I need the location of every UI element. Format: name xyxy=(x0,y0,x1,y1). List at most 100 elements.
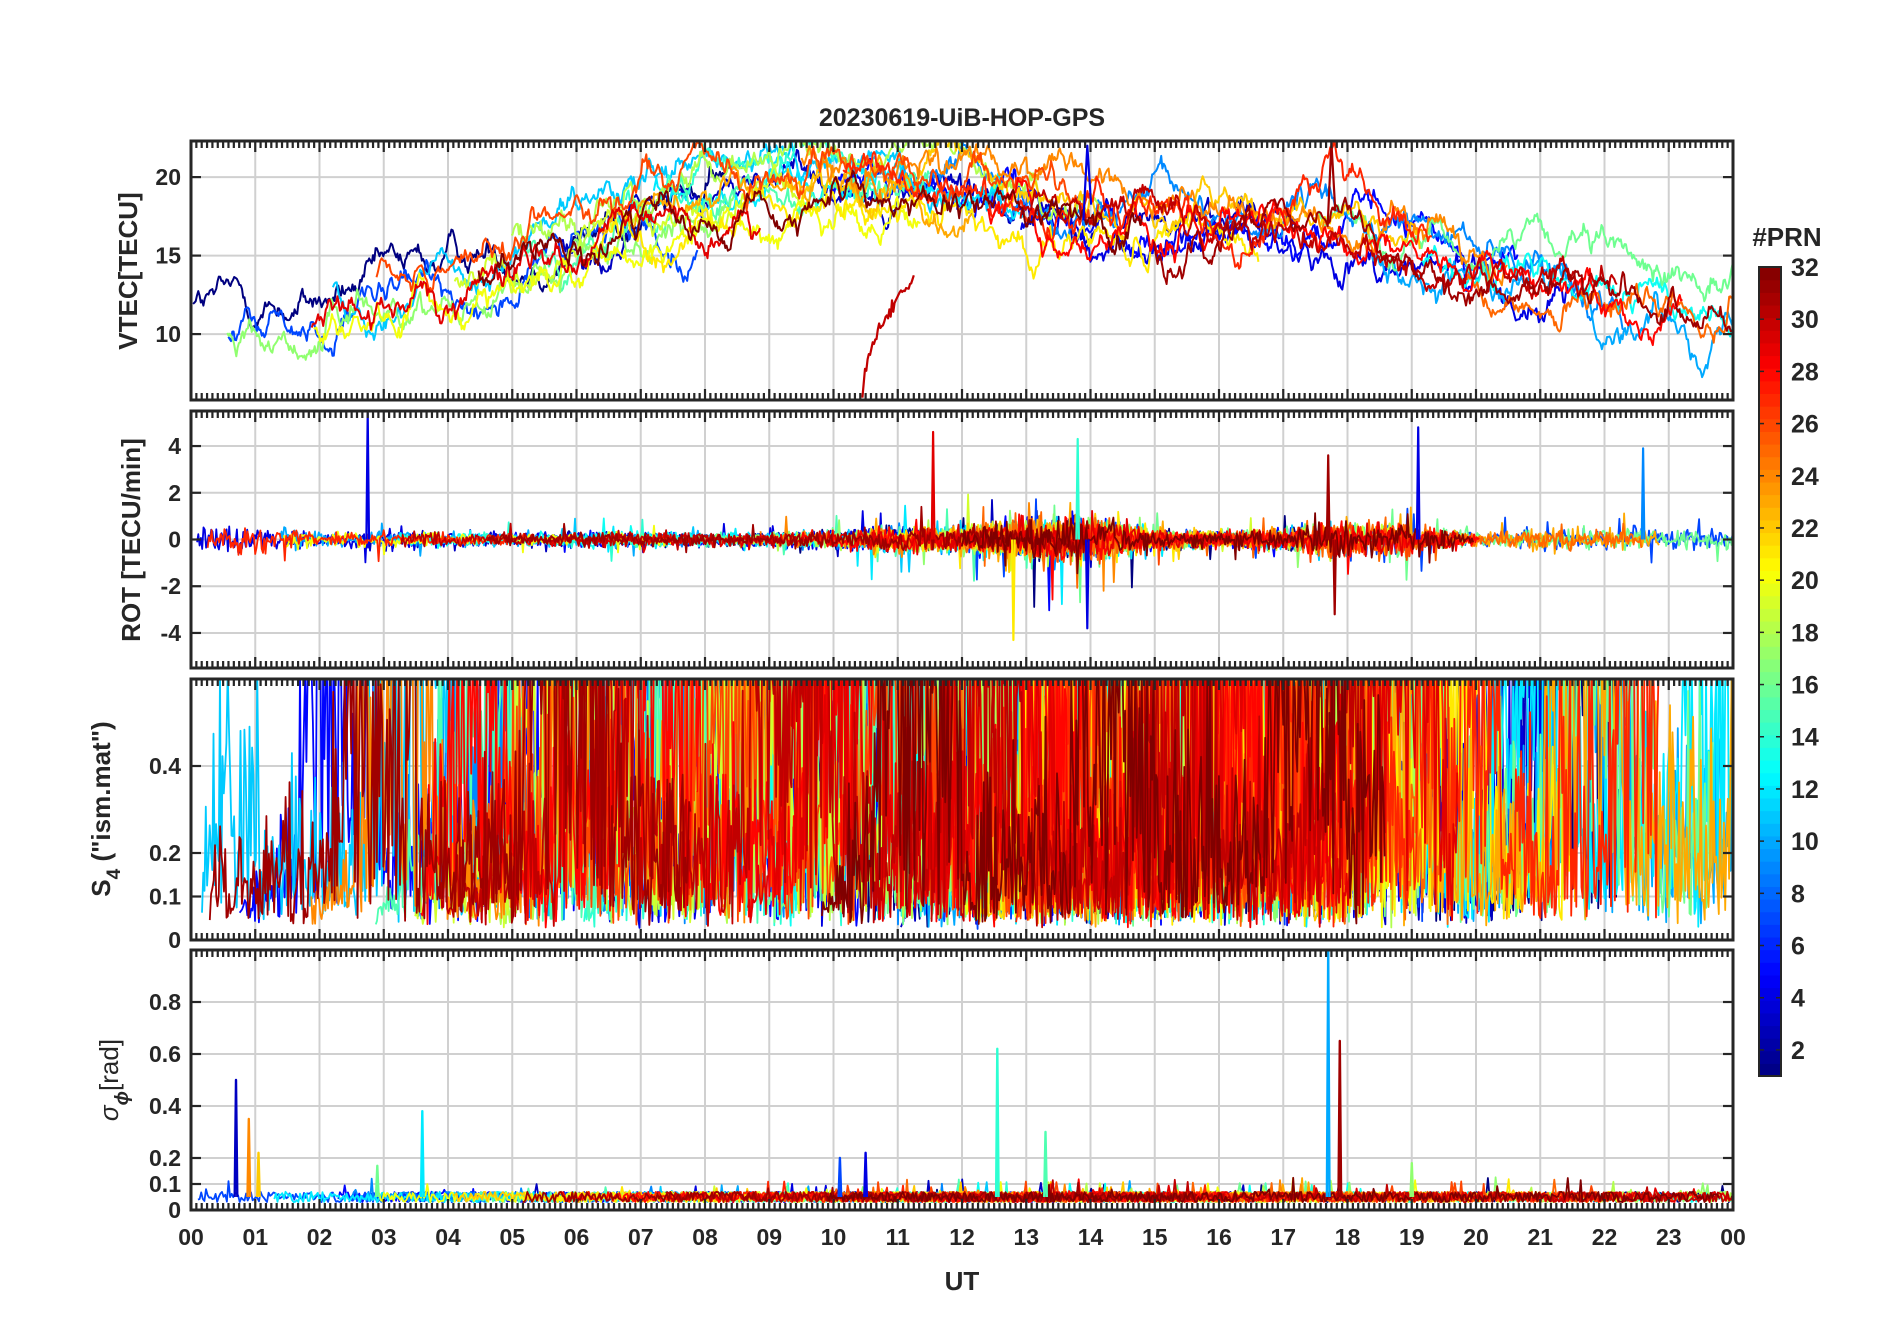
colorbar-tick-label: 26 xyxy=(1791,411,1819,439)
x-axis-label: UT xyxy=(945,1266,980,1296)
vtec-series xyxy=(192,141,1733,398)
y-tick-label: 4 xyxy=(168,433,181,459)
x-tick-label: 19 xyxy=(1399,1224,1425,1250)
x-tick-label: 15 xyxy=(1142,1224,1168,1250)
rot-series-prn-31 xyxy=(486,505,1090,558)
colorbar-swatch xyxy=(1759,595,1781,609)
colorbar-swatch xyxy=(1759,583,1781,597)
y-tick-label: 0.1 xyxy=(149,884,181,910)
colorbar-tick-label: 20 xyxy=(1791,567,1819,595)
colorbar-swatch xyxy=(1759,936,1781,951)
vtec-panel: 10 15 20 VTEC[TECU] xyxy=(113,139,1735,402)
y-tick-label: 0.2 xyxy=(149,840,181,866)
vtec-frame xyxy=(189,139,1735,402)
sigma_phi-y-tick-labels: 00.10.2 0.4 0.6 0.8 xyxy=(149,989,181,1223)
sigma-spike-prn-22 xyxy=(256,1151,261,1198)
y-tick-label: -4 xyxy=(161,620,182,646)
colorbar-swatch xyxy=(1759,861,1781,875)
colorbar-swatch xyxy=(1759,949,1781,963)
colorbar-swatch xyxy=(1759,519,1781,534)
colorbar-swatch xyxy=(1759,1063,1781,1077)
colorbar-swatch xyxy=(1759,443,1781,458)
y-tick-label: -2 xyxy=(161,573,181,599)
sigma-phi-panel: 00.10.2 0.4 0.6 0.8 σϕ[rad] xyxy=(94,948,1735,1223)
rot-spike-prn-31 xyxy=(1325,454,1331,540)
colorbar-swatch xyxy=(1759,330,1781,344)
rot-series-prn-30 xyxy=(400,522,797,551)
sigma-series-prn-31 xyxy=(522,1181,1198,1204)
colorbar-swatch xyxy=(1759,317,1781,331)
colorbar-swatch xyxy=(1759,557,1781,571)
colorbar-swatch xyxy=(1759,722,1781,736)
vtec-y-axis-label: VTEC[TECU] xyxy=(113,192,143,349)
colorbar-swatch xyxy=(1759,1025,1781,1039)
s4-y-axis-label: S4 ("ism.mat") xyxy=(86,721,125,896)
colorbar-tick-label: 32 xyxy=(1791,254,1819,282)
rot-panel: -4 -2 0 2 4 ROT [TECU/min] xyxy=(116,409,1735,670)
rot-y-tick-labels: -4 -2 0 2 4 xyxy=(161,433,182,646)
colorbar-swatch xyxy=(1759,431,1781,445)
x-tick-label: 12 xyxy=(949,1224,975,1250)
s4-series xyxy=(201,679,1733,930)
x-tick-label: 17 xyxy=(1270,1224,1296,1250)
rot-spike-prn-21 xyxy=(1011,539,1016,642)
rot-spike-prn-29 xyxy=(930,430,936,540)
sigma-spike-prn-15 xyxy=(1043,1130,1048,1198)
y-tick-label: 0.4 xyxy=(149,1093,181,1119)
vtec-series-prn-14 xyxy=(624,141,887,224)
vtec-notable-prn-30 xyxy=(861,274,915,398)
colorbar-swatch xyxy=(1759,380,1781,395)
sigma-spike-prn-24 xyxy=(246,1117,252,1198)
rot-spike-prn-4 xyxy=(1084,539,1090,630)
y-tick-label: 10 xyxy=(155,321,181,347)
colorbar-swatch xyxy=(1759,911,1781,925)
x-tick-label: 05 xyxy=(499,1224,525,1250)
colorbar-swatch xyxy=(1759,684,1781,698)
colorbar-tick-label: 16 xyxy=(1791,672,1819,700)
x-tick-label: 03 xyxy=(371,1224,397,1250)
colorbar-swatch xyxy=(1759,785,1781,799)
colorbar-swatch xyxy=(1759,608,1781,622)
colorbar-swatch xyxy=(1759,671,1781,685)
sigma-spike-prn-3 xyxy=(233,1078,239,1198)
colorbar-swatch xyxy=(1759,1038,1781,1052)
colorbar-swatch xyxy=(1759,987,1781,1001)
colorbar-swatch xyxy=(1759,886,1781,900)
colorbar-tick-label: 14 xyxy=(1791,724,1819,752)
rot-series xyxy=(196,412,1733,642)
colorbar-tick-label: 22 xyxy=(1791,515,1819,543)
colorbar-tick-label: 12 xyxy=(1791,776,1819,804)
s4-y-tick-labels: 0 0.1 0.2 0.4 xyxy=(149,753,181,953)
colorbar-tick-label: 18 xyxy=(1791,619,1819,647)
y-tick-label: 2 xyxy=(168,480,181,506)
sigma_phi-frame xyxy=(189,948,1735,1212)
x-tick-label: 21 xyxy=(1527,1224,1553,1250)
colorbar-swatch xyxy=(1759,545,1781,559)
colorbar-swatch xyxy=(1759,759,1781,774)
colorbar-swatch xyxy=(1759,418,1781,432)
x-tick-label: 08 xyxy=(692,1224,718,1250)
s4-series-prn-32 xyxy=(821,679,1386,925)
colorbar-swatch xyxy=(1759,848,1781,862)
x-tick-label: 16 xyxy=(1206,1224,1232,1250)
x-tick-label: 07 xyxy=(628,1224,654,1250)
rot-series-prn-32 xyxy=(960,512,1475,575)
sigma-spike-prn-14 xyxy=(994,1047,1000,1198)
colorbar-swatch xyxy=(1759,835,1781,850)
colorbar-swatch xyxy=(1759,658,1781,673)
vtec-series-prn-32 xyxy=(477,169,1143,287)
rot-spike-prn-9 xyxy=(1640,447,1646,540)
s4-series-prn-15 xyxy=(374,679,944,925)
x-tick-label: 11 xyxy=(886,1224,911,1250)
sigma-spike-prn-16 xyxy=(374,1164,380,1198)
rot-spike-prn-4 xyxy=(1415,426,1421,540)
rot-spike-prn-31 xyxy=(1332,539,1337,616)
colorbar-swatch xyxy=(1759,772,1781,786)
colorbar-swatch xyxy=(1759,620,1781,635)
sigma-spike-prn-12 xyxy=(419,1110,425,1198)
x-tick-label: 18 xyxy=(1335,1224,1361,1250)
colorbar-swatch xyxy=(1759,304,1781,319)
y-tick-label: 0.8 xyxy=(149,989,181,1015)
colorbar-swatch xyxy=(1759,481,1781,496)
colorbar-swatch xyxy=(1759,406,1781,420)
